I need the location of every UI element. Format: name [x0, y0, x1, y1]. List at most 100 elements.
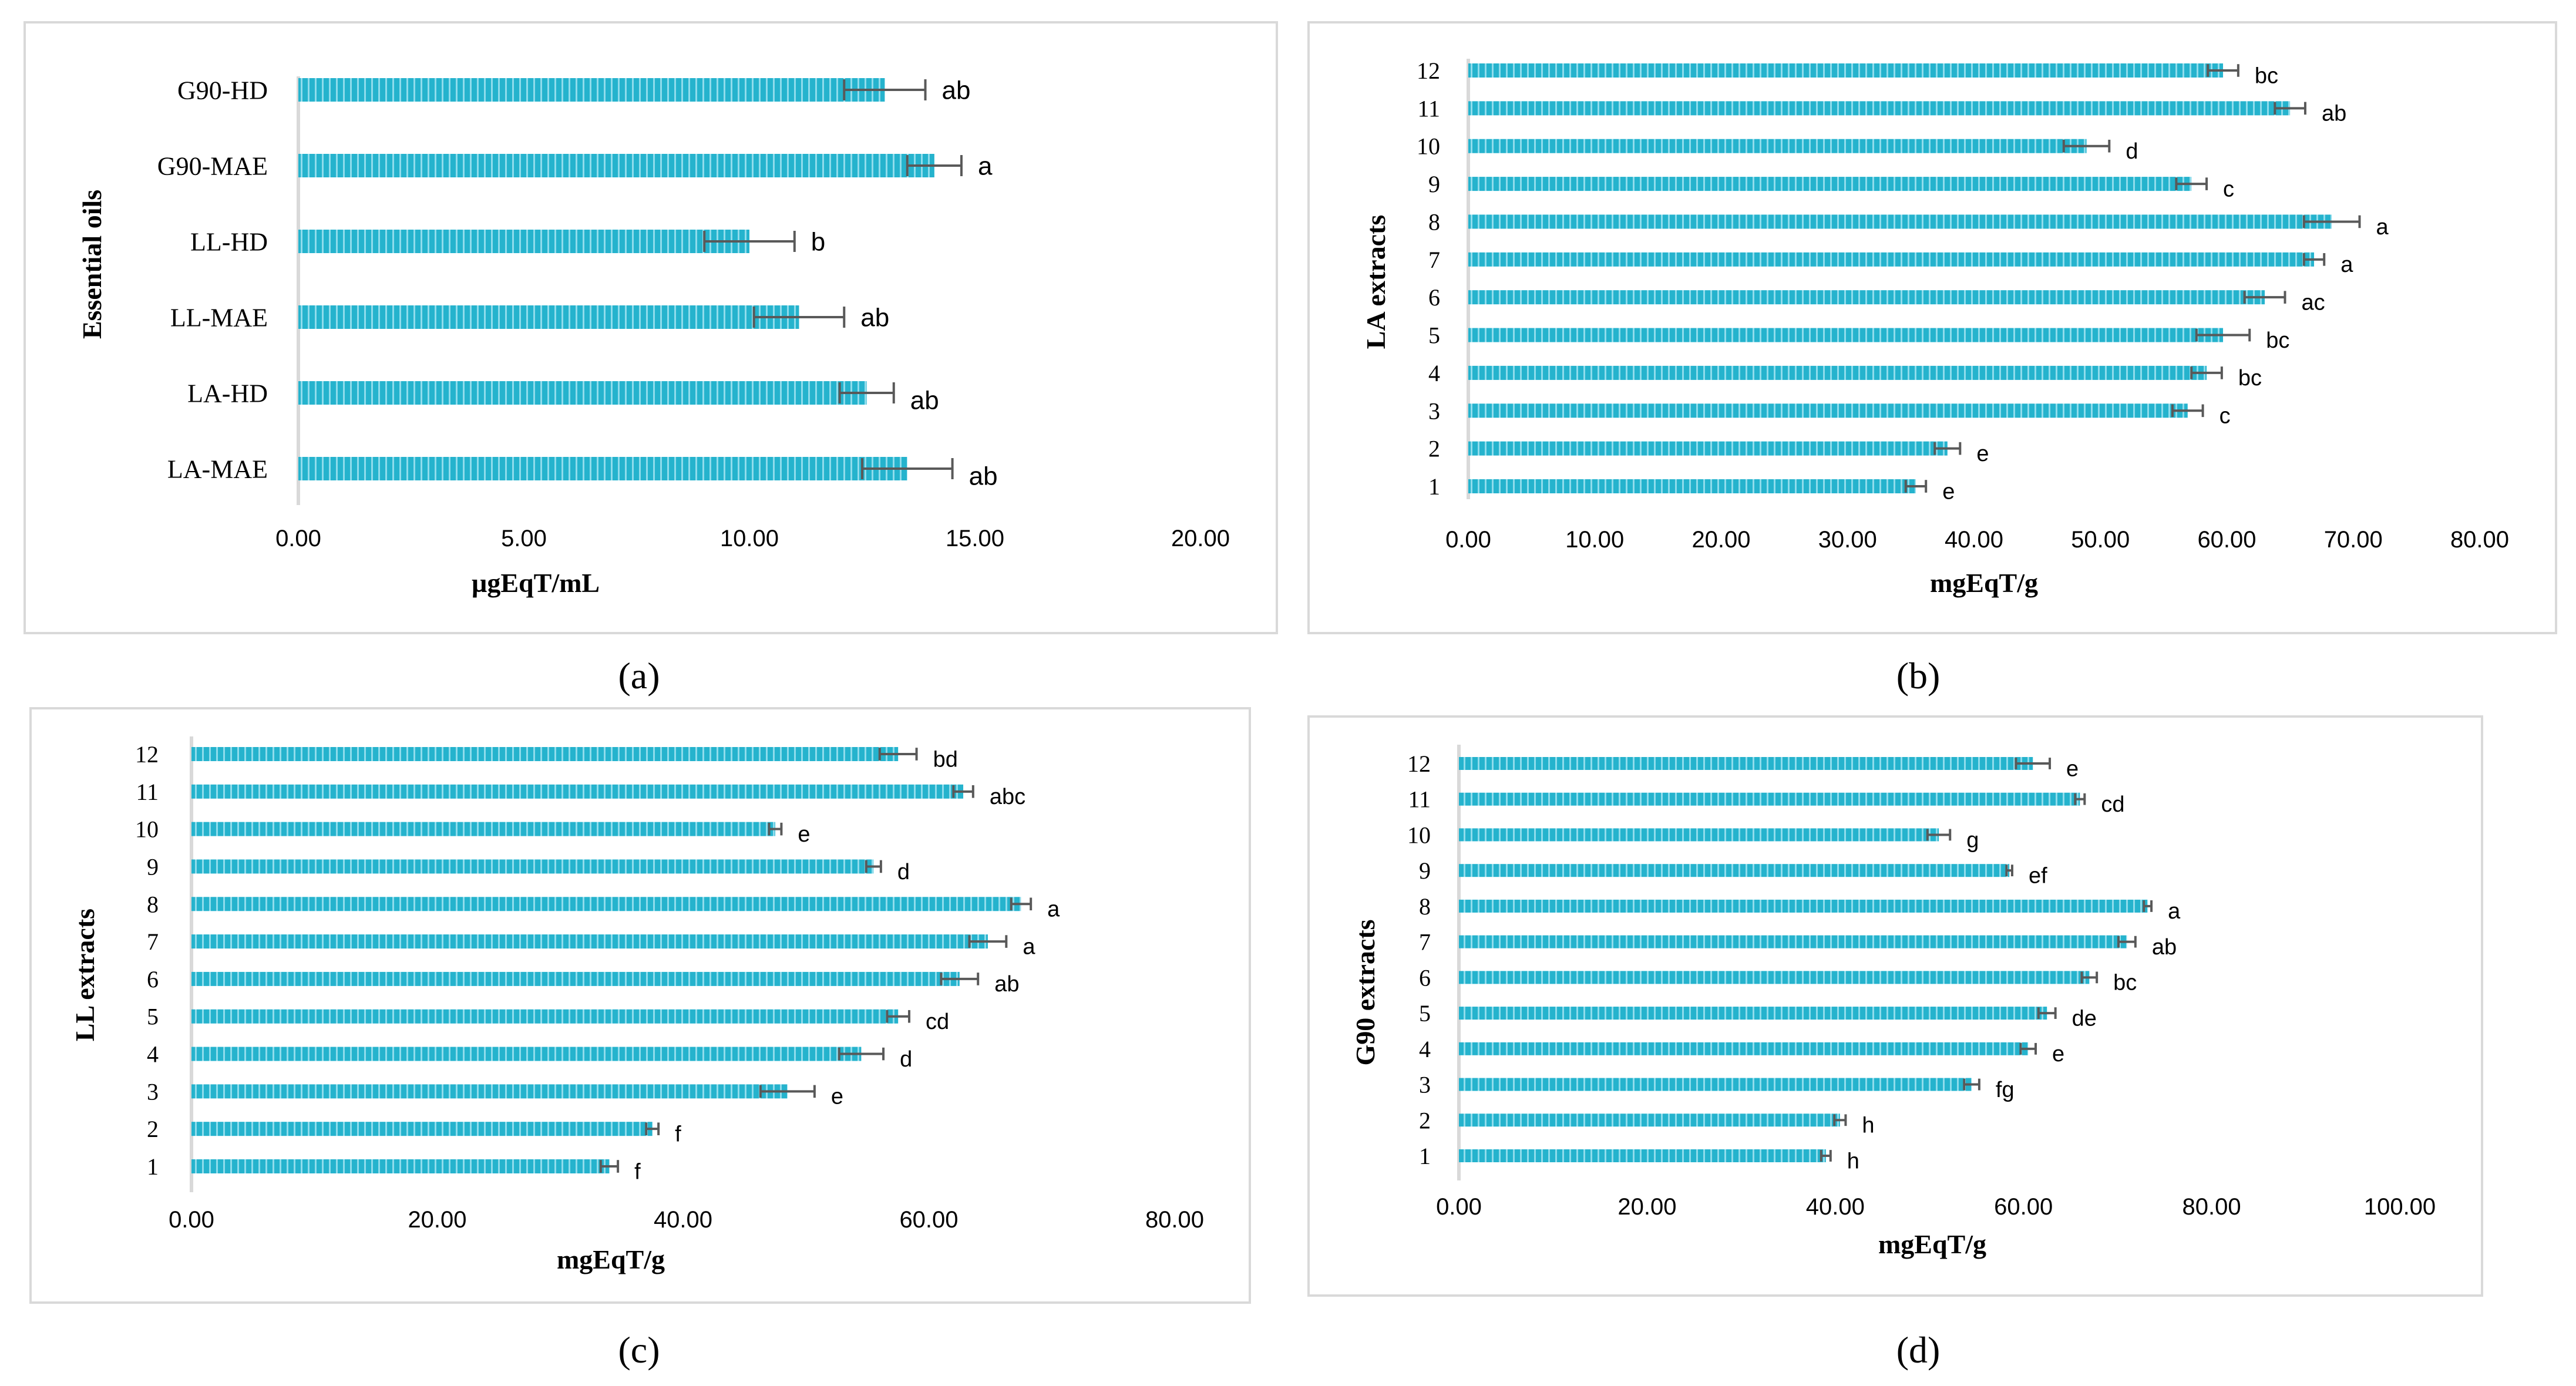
chart-a: G90-HD G90-MAE LL-HD LL-MAE LA-HD LA-MAE 0.00…	[77, 76, 1230, 598]
chart-c-x-tick-1: 20.00	[408, 1207, 466, 1233]
chart-b-letter-3: c	[2223, 177, 2234, 201]
chart-d-category-label-10: 2	[1419, 1107, 1431, 1133]
chart-b-letter-2: d	[2126, 139, 2138, 164]
chart-d-error-bars	[1820, 758, 2153, 1162]
chart-a-error-bar-3	[752, 307, 846, 328]
chart-b-error-bar-1	[2274, 102, 2306, 115]
chart-a-x-axis-title: µgEqT/mL	[472, 568, 600, 598]
chart-a-letter-0: ab	[942, 76, 971, 105]
chart-d-letter-8: e	[2052, 1042, 2064, 1067]
chart-a-error-bars	[703, 79, 963, 479]
chart-b-error-bars	[1904, 64, 2361, 493]
chart-d-letter-3: ef	[2029, 863, 2047, 888]
chart-b-category-labels: 12 11 10 9 8 7 6 5 4 3 2 1	[1417, 58, 1440, 500]
chart-b-bar-11	[1468, 479, 1916, 493]
chart-c-error-bar-1	[952, 785, 974, 798]
panel-d-frame	[1307, 715, 2483, 1297]
chart-d-bar-9	[1459, 1078, 1972, 1091]
chart-a-tick-labels: 0.00 5.00 10.00 15.00 20.00	[275, 526, 1230, 551]
chart-a-category-labels: G90-HD G90-MAE LL-HD LL-MAE LA-HD LA-MAE	[157, 76, 268, 483]
chart-b-error-bar-2	[2062, 139, 2111, 153]
chart-d-bar-4	[1459, 899, 2148, 913]
chart-d-bars	[1459, 757, 2148, 1162]
chart-d-category-label-2: 10	[1407, 822, 1431, 848]
chart-b: 12 11 10 9 8 7 6 5 4 3 2 1 0.00 10.00 20.00 30.00 40.00…	[1361, 58, 2509, 598]
chart-c-y-axis-title: LL extracts	[70, 909, 100, 1041]
chart-c-bar-5	[191, 934, 988, 949]
panel-b-caption: (b)	[1896, 655, 1941, 697]
chart-a-category-label-3: LL-MAE	[170, 303, 268, 332]
chart-d-category-label-1: 11	[1408, 786, 1431, 813]
panel-b-frame	[1307, 21, 2557, 634]
chart-c-letter-7: cd	[926, 1010, 949, 1034]
chart-d-error-bar-2	[1926, 829, 1952, 841]
chart-b-bar-1	[1468, 101, 2291, 116]
chart-d-x-tick-5: 100.00	[2364, 1194, 2436, 1220]
chart-c-bar-7	[191, 1009, 899, 1024]
chart-b-letter-7: bc	[2266, 328, 2289, 353]
chart-a-x-tick-2: 10.00	[720, 526, 779, 551]
chart-d-error-bar-3	[2005, 864, 2013, 877]
chart-b-x-tick-4: 40.00	[1945, 527, 2003, 553]
chart-d-x-tick-4: 80.00	[2182, 1194, 2241, 1220]
chart-c-error-bar-11	[599, 1160, 620, 1173]
chart-b-error-bar-7	[2195, 328, 2251, 342]
chart-b-bar-3	[1468, 177, 2192, 191]
chart-b-error-bar-4	[2302, 215, 2361, 228]
chart-c-letter-4: a	[1047, 897, 1060, 922]
chart-d-tick-labels: 0.00 20.00 40.00 60.00 80.00 100.00	[1436, 1194, 2436, 1220]
chart-a-error-bar-2	[703, 231, 796, 252]
panel-a-caption: (a)	[618, 655, 660, 697]
chart-d-y-axis-title: G90 extracts	[1350, 919, 1380, 1065]
chart-c-bar-2	[191, 822, 775, 836]
chart-d-error-bar-7	[2037, 1007, 2057, 1019]
chart-b-bar-4	[1468, 214, 2332, 229]
chart-d-category-label-9: 3	[1419, 1072, 1431, 1098]
chart-c-error-bar-7	[886, 1010, 911, 1023]
chart-b-error-bar-6	[2243, 291, 2286, 304]
chart-b-letter-6: ac	[2302, 290, 2325, 315]
chart-c-bar-8	[191, 1047, 862, 1061]
chart-d-category-label-5: 7	[1419, 929, 1431, 956]
chart-b-bar-6	[1468, 290, 2265, 305]
chart-c-bar-0	[191, 747, 899, 761]
chart-c-error-bar-3	[865, 860, 882, 873]
chart-c-letter-6: ab	[994, 972, 1019, 997]
chart-d-letter-9: fg	[1996, 1078, 2015, 1102]
chart-d-category-labels: 12 11 10 9 8 7 6 5 4 3 2 1	[1407, 751, 1431, 1169]
chart-c-letter-2: e	[798, 822, 810, 847]
chart-d-bar-8	[1459, 1042, 2029, 1055]
chart-d: 12 11 10 9 8 7 6 5 4 3 2 1 0.00 20.00 40.00 60.00 80.00…	[1350, 745, 2436, 1259]
chart-a-letter-3: ab	[860, 303, 889, 332]
chart-a-bar-4	[298, 381, 867, 405]
chart-c-category-label-7: 5	[147, 1004, 159, 1030]
chart-d-letter-7: de	[2072, 1006, 2097, 1031]
chart-d-category-label-3: 9	[1419, 857, 1431, 884]
chart-d-bar-5	[1459, 935, 2127, 948]
chart-b-x-tick-2: 20.00	[1691, 527, 1750, 553]
chart-c-error-bar-5	[968, 935, 1008, 948]
chart-c-error-bar-8	[838, 1047, 885, 1061]
chart-d-category-label-4: 8	[1419, 893, 1431, 920]
chart-c-category-label-0: 12	[135, 741, 159, 768]
chart-c-error-bar-2	[768, 822, 783, 836]
chart-b-error-bar-11	[1904, 480, 1928, 493]
chart-c-category-label-4: 8	[147, 891, 159, 917]
chart-c-category-label-1: 11	[136, 779, 159, 805]
chart-c-category-label-8: 4	[147, 1041, 159, 1068]
chart-b-letter-0: bc	[2255, 63, 2278, 88]
chart-b-error-bar-8	[2190, 366, 2223, 379]
chart-b-category-label-7: 5	[1428, 322, 1440, 349]
chart-c-error-bar-0	[878, 748, 918, 761]
chart-b-bar-5	[1468, 252, 2315, 267]
chart-a-error-bar-0	[843, 79, 927, 100]
panel-d-caption: (d)	[1896, 1329, 1941, 1371]
chart-c-category-label-2: 10	[135, 816, 159, 843]
chart-d-error-bar-0	[2015, 758, 2052, 769]
chart-b-bar-8	[1468, 365, 2207, 380]
chart-a-error-bar-4	[838, 382, 895, 403]
chart-b-bar-7	[1468, 328, 2224, 342]
